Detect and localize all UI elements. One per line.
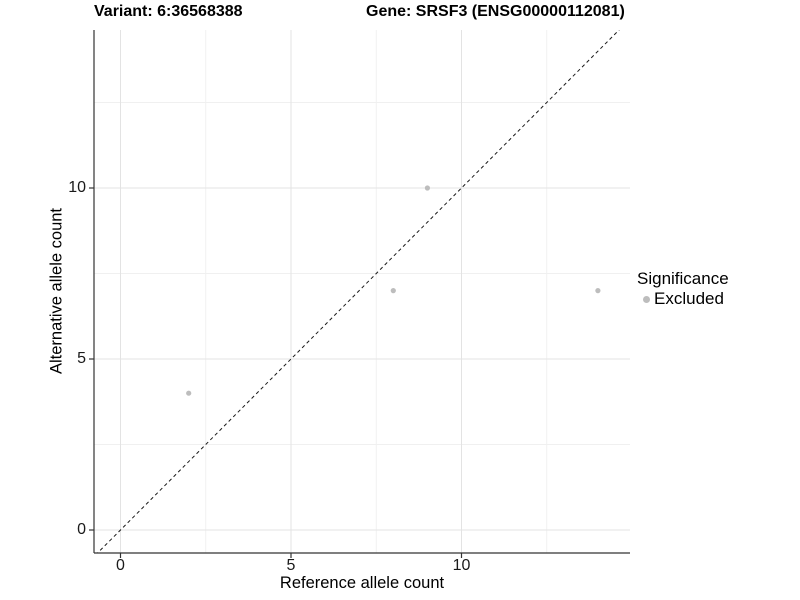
y-axis-title: Alternative allele count [47, 207, 66, 375]
x-tick-label: 0 [116, 557, 125, 574]
data-point [424, 185, 430, 191]
gene-title: Gene: SRSF3 (ENSG00000112081) [366, 3, 625, 20]
data-point [390, 288, 396, 294]
x-axis-title: Reference allele count [279, 574, 445, 592]
identity-dashed-line [96, 30, 620, 553]
x-tick-label: 10 [452, 557, 471, 574]
legend-key-dot-icon [643, 295, 650, 303]
y-tick-label: 0 [77, 521, 86, 538]
legend-title: Significance [637, 269, 729, 288]
legend: Significance Excluded [637, 268, 729, 309]
y-tick-label: 5 [77, 350, 86, 367]
y-tick-label: 10 [68, 179, 86, 196]
variant-title: Variant: 6:36568388 [94, 3, 243, 20]
x-tick-label: 5 [286, 557, 296, 574]
legend-item-label: Excluded [654, 289, 724, 308]
legend-item: Excluded [637, 289, 729, 309]
data-point [186, 390, 192, 396]
data-point [595, 288, 601, 294]
